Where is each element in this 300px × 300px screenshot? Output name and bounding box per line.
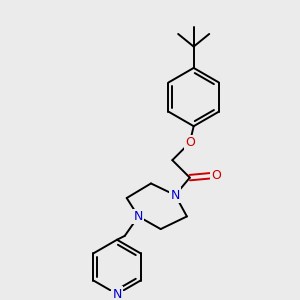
Text: O: O [185,136,195,149]
Text: N: N [134,210,143,223]
Text: N: N [112,288,122,300]
Text: N: N [170,189,180,202]
Text: O: O [211,169,221,182]
